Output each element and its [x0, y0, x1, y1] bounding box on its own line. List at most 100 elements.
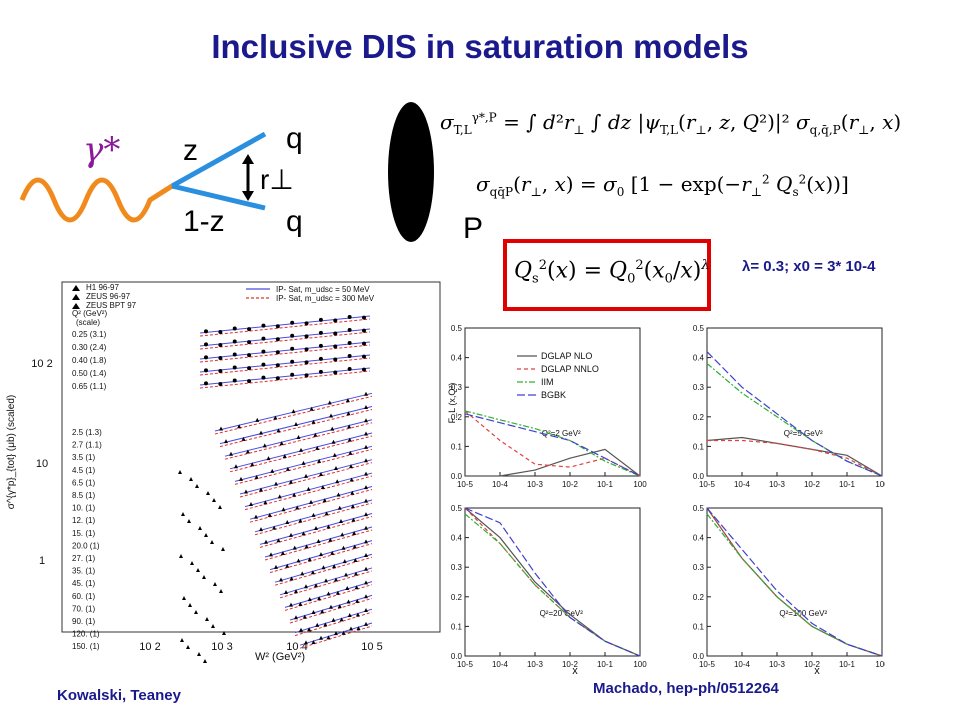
data-point [285, 563, 290, 568]
photon-wave [19, 177, 174, 223]
x-axis-label: x [572, 665, 578, 677]
data-point [188, 603, 192, 607]
data-point [218, 368, 223, 373]
data-point [275, 363, 280, 368]
legend-marker [72, 303, 80, 309]
data-point [179, 554, 183, 558]
data-point [254, 514, 258, 519]
data-point [290, 372, 295, 377]
data-point [315, 445, 320, 450]
y-tick-label: 0.0 [693, 652, 705, 661]
y-tick-label: 0.3 [693, 383, 705, 392]
data-point [341, 545, 346, 550]
data-point [261, 362, 266, 367]
y-tick-label: 0.0 [693, 472, 705, 481]
data-point [232, 352, 237, 357]
data-point [294, 422, 298, 427]
fit-line-solid [199, 341, 371, 360]
data-point [355, 612, 360, 617]
x-tick-label: 10-5 [457, 480, 474, 489]
data-point [198, 526, 202, 530]
panel-frame [706, 507, 883, 657]
q2-label: 8.5 (1) [72, 491, 95, 500]
data-point [346, 411, 351, 416]
data-point [292, 545, 297, 550]
data-point [347, 437, 352, 442]
data-point [259, 527, 263, 532]
data-point [323, 622, 328, 627]
data-point [347, 612, 352, 617]
fit-line-dashed [199, 331, 371, 350]
data-point [327, 400, 332, 405]
q2-label: 0.50 (1.4) [72, 369, 107, 378]
data-point [333, 344, 338, 349]
data-point [234, 464, 238, 469]
fit-line-solid [199, 354, 371, 373]
data-point [299, 447, 303, 452]
data-point [267, 512, 272, 517]
data-point [277, 494, 282, 499]
data-point [289, 602, 293, 607]
data-point [210, 540, 214, 544]
data-point [202, 575, 206, 579]
data-point [362, 341, 366, 346]
panel-q2-label: Q²=20 GeV² [540, 609, 584, 618]
quark-bottom-label: q [286, 205, 303, 238]
data-point [351, 517, 356, 522]
q2-label: 2.7 (1.1) [72, 441, 102, 450]
data-point [180, 638, 184, 642]
data-point [296, 434, 301, 439]
data-point [254, 474, 259, 479]
data-point [259, 430, 263, 435]
q2-label: 70. (1) [72, 604, 95, 613]
y-tick-label: 0.2 [693, 593, 705, 602]
data-point [263, 500, 268, 505]
data-point [204, 342, 208, 347]
data-point [261, 323, 266, 328]
data-point [187, 519, 191, 523]
x-tick-label: 10-4 [734, 660, 751, 669]
data-point [189, 477, 193, 481]
data-point [307, 557, 312, 562]
data-point [247, 340, 252, 345]
fl-curve [706, 507, 883, 657]
fl-curve [464, 410, 641, 477]
data-point [344, 572, 348, 577]
data-point [182, 596, 186, 600]
data-point [232, 365, 237, 370]
q2-label: 3.5 (1) [72, 453, 95, 462]
fit-line-solid [199, 328, 371, 347]
data-point [333, 357, 338, 362]
fit-line-dashed [199, 357, 371, 376]
fit-line-dashed [284, 584, 373, 611]
q2-label: 6.5 (1) [72, 478, 95, 487]
data-point [291, 409, 296, 414]
data-point [304, 473, 308, 478]
fl-panels: 0.0 0.1 0.2 0.3 0.4 0.5 10-5 10-4 10-3 10-2 10-1 10… [447, 324, 885, 677]
data-point [355, 598, 360, 603]
data-point [349, 477, 354, 482]
fit-line-dashed [229, 435, 373, 473]
data-point [196, 568, 200, 572]
data-point [364, 594, 368, 599]
legend-label: BGBK [541, 390, 566, 400]
fit-line-dashed [219, 409, 373, 448]
data-point [347, 367, 352, 372]
panel-frame [464, 327, 641, 477]
data-point [311, 609, 316, 614]
data-point [317, 458, 322, 463]
y-tick-label: 0.4 [451, 534, 463, 543]
data-point [352, 531, 357, 536]
data-point [329, 413, 333, 418]
one-minus-z-label: 1-z [183, 205, 225, 238]
data-point [255, 417, 260, 422]
data-point [212, 498, 216, 502]
data-point [237, 424, 242, 429]
data-point [280, 550, 285, 555]
quark-line-top [170, 131, 267, 189]
data-point [290, 346, 295, 351]
fl-curve [464, 507, 641, 657]
data-point [335, 479, 340, 484]
y-tick-label: 1 [39, 555, 45, 567]
data-point [314, 583, 318, 588]
